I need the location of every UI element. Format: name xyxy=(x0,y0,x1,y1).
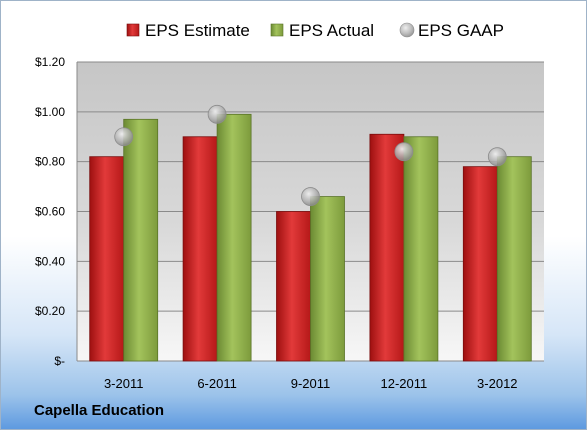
eps-estimate-bar xyxy=(89,156,125,362)
legend-eps-estimate: EPS Estimate xyxy=(145,21,250,40)
eps-gaap-point xyxy=(394,142,414,162)
y-tick-label: $- xyxy=(54,354,65,368)
legend-eps-actual: EPS Actual xyxy=(289,21,374,40)
x-category-label: 3-2012 xyxy=(477,376,517,391)
y-tick-label: $0.60 xyxy=(35,205,65,219)
eps-actual-bar xyxy=(496,156,532,362)
company-name: Capella Education xyxy=(34,402,165,419)
y-tick-label: $1.20 xyxy=(35,55,65,69)
eps-gaap-point xyxy=(114,127,134,147)
eps-actual-bar xyxy=(216,113,252,362)
y-tick-label: $0.80 xyxy=(35,155,65,169)
eps-actual-bar xyxy=(310,196,345,362)
legend-eps-gaap: EPS GAAP xyxy=(418,21,504,40)
eps-actual-bar xyxy=(403,136,439,362)
x-category-label: 6-2011 xyxy=(197,376,237,391)
y-tick-label: $1.00 xyxy=(35,105,65,119)
x-category-label: 12-2011 xyxy=(381,376,428,391)
eps-estimate-bar xyxy=(276,211,311,362)
eps-estimate-bar xyxy=(462,166,498,362)
eps-actual-bar xyxy=(123,118,159,362)
y-tick-label: $0.40 xyxy=(35,254,65,268)
x-category-label: 9-2011 xyxy=(291,376,331,391)
eps-estimate-bar xyxy=(182,136,218,362)
y-tick-label: $0.20 xyxy=(35,304,65,318)
legend-swatch-actual xyxy=(270,23,284,37)
legend-marker-gaap xyxy=(399,22,415,38)
eps-estimate-bar xyxy=(369,133,405,362)
x-category-label: 3-2011 xyxy=(104,376,144,391)
legend-swatch-estimate xyxy=(126,23,140,37)
eps-gaap-point xyxy=(487,147,507,167)
eps-gaap-point xyxy=(207,104,227,124)
eps-gaap-point xyxy=(301,187,320,206)
